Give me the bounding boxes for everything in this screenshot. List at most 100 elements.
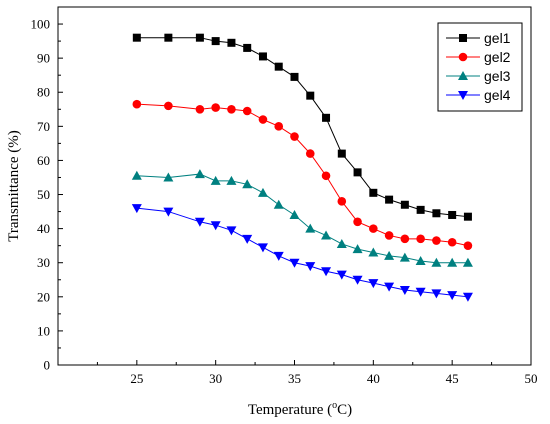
data-point [447, 291, 458, 301]
x-tick-label: 30 [209, 371, 222, 386]
data-point [289, 209, 300, 219]
data-point [321, 171, 331, 181]
data-point [322, 113, 331, 122]
data-point [400, 200, 409, 209]
data-point [384, 250, 395, 260]
x-tick-label: 25 [130, 371, 143, 386]
data-point [416, 205, 425, 214]
y-tick-label: 100 [31, 17, 51, 32]
data-point [226, 175, 237, 185]
y-tick-label: 0 [44, 358, 51, 373]
y-axis-label: Transmittance (%) [6, 130, 22, 242]
series-line-gel3 [136, 173, 468, 264]
data-point [131, 170, 142, 180]
data-point [400, 234, 410, 244]
data-point [211, 37, 220, 46]
data-point [305, 262, 316, 272]
data-point [432, 209, 441, 218]
data-point [195, 104, 205, 114]
x-tick-label: 50 [525, 371, 538, 386]
series-layer [131, 33, 473, 302]
data-point [448, 210, 457, 219]
data-point [336, 270, 347, 280]
data-point [384, 231, 394, 240]
legend-label-gel4: gel4 [484, 87, 511, 103]
y-tick-label: 10 [37, 323, 50, 338]
data-point [353, 217, 362, 227]
data-point [462, 257, 473, 267]
data-point [274, 62, 283, 71]
y-tick-label: 80 [37, 85, 50, 100]
legend-label-gel2: gel2 [484, 49, 511, 65]
data-point [447, 257, 458, 267]
data-point [289, 258, 300, 268]
x-tick-label: 40 [367, 371, 380, 386]
data-point [384, 282, 395, 292]
legend-label-gel3: gel3 [484, 68, 511, 84]
series-gel3 [131, 169, 473, 267]
data-point [305, 223, 316, 233]
data-point [353, 168, 362, 177]
data-point [368, 279, 379, 289]
data-point [242, 234, 253, 244]
series-line-gel1 [136, 37, 468, 218]
y-tick-label: 50 [37, 187, 50, 202]
data-point [463, 212, 472, 221]
legend-label-gel1: gel1 [484, 30, 511, 46]
data-point [431, 289, 442, 299]
legend-marker-gel4 [458, 91, 468, 100]
data-point [258, 52, 267, 61]
legend: gel1 gel2 gel3 gel4 [437, 22, 523, 112]
y-tick-label: 30 [37, 255, 50, 270]
y-tick-label: 40 [37, 221, 50, 236]
data-point [242, 179, 253, 189]
legend-marker-gel3 [458, 71, 468, 80]
data-point [399, 252, 410, 262]
data-point [132, 99, 142, 109]
data-point [305, 149, 315, 158]
data-point [321, 267, 332, 277]
x-tick-label: 35 [288, 371, 301, 386]
x-tick-label: 45 [446, 371, 459, 386]
data-point [274, 122, 284, 131]
data-point [194, 217, 205, 227]
data-point [369, 224, 378, 233]
data-point [321, 230, 332, 240]
data-point [290, 132, 299, 141]
y-tick-label: 70 [37, 119, 50, 134]
data-point [131, 204, 142, 214]
data-point [306, 91, 315, 100]
legend-marker-gel1 [459, 34, 467, 42]
y-tick-label: 90 [37, 51, 50, 66]
data-point [352, 244, 363, 254]
data-point [369, 188, 378, 197]
data-point [257, 243, 268, 253]
series-gel4 [131, 204, 473, 302]
data-point [290, 72, 299, 81]
data-point [463, 241, 473, 250]
data-point [194, 169, 205, 179]
data-point [273, 199, 284, 209]
data-point [210, 175, 221, 185]
x-axis-label: Temperature (oC) [248, 400, 352, 418]
data-point [210, 221, 221, 231]
data-point [164, 101, 173, 111]
data-point [336, 238, 347, 248]
data-point [273, 251, 284, 261]
legend-marker-gel2 [458, 52, 468, 62]
data-point [415, 287, 426, 297]
plot-frame [57, 6, 532, 366]
data-point [352, 275, 363, 285]
y-tick-label: 20 [37, 289, 50, 304]
data-point [337, 149, 346, 158]
data-point [431, 257, 442, 267]
data-point [337, 197, 347, 206]
data-point [211, 103, 220, 112]
data-point [399, 285, 410, 295]
data-point [462, 292, 473, 302]
data-point [416, 234, 425, 244]
data-point [415, 256, 426, 266]
data-point [447, 237, 457, 247]
data-point [227, 104, 236, 114]
data-point [164, 33, 173, 42]
